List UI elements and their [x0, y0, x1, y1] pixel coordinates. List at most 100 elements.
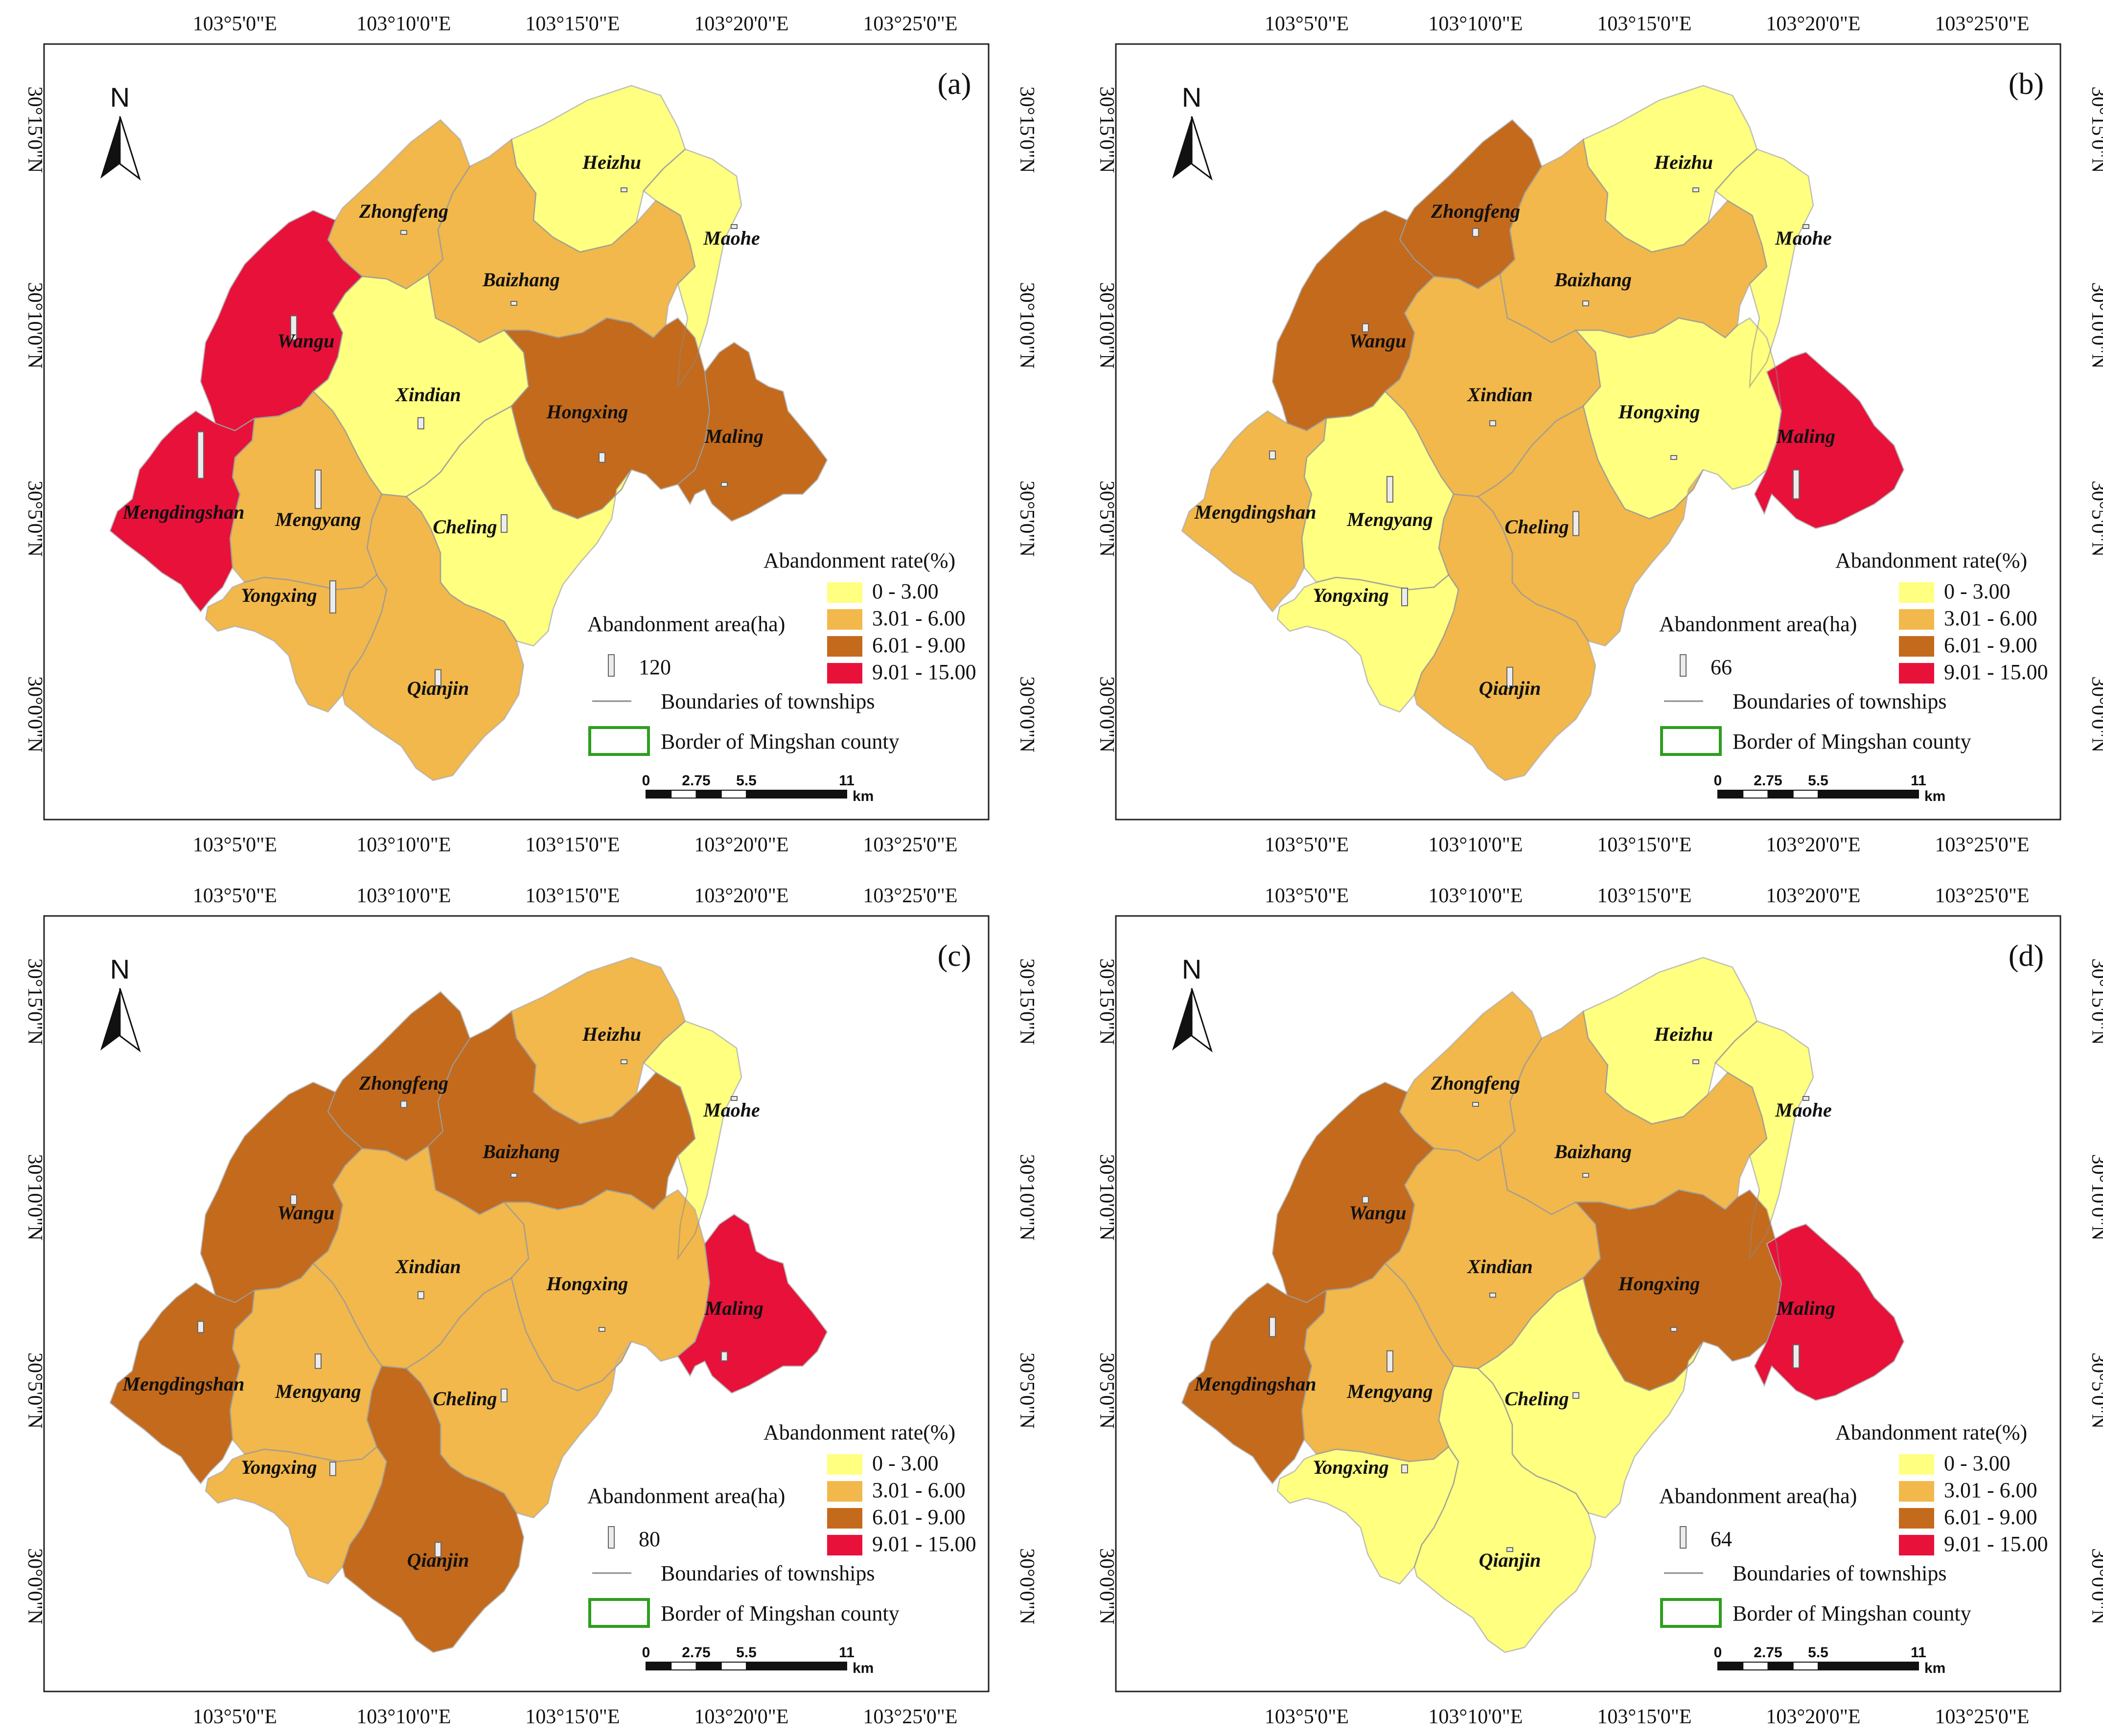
lat-tick-label-right: 30°10'0"N — [2087, 282, 2103, 369]
township-label: Heizhu — [582, 1023, 641, 1045]
scale-label: 2.75 — [682, 773, 710, 789]
lon-tick-label-top: 103°5'0"E — [193, 885, 277, 907]
legend-area-bar — [608, 654, 615, 677]
lat-tick-label-right: 30°10'0"N — [1016, 1154, 1038, 1241]
lon-tick-label-bottom: 103°20'0"E — [694, 834, 788, 856]
lat-tick-label-right: 30°0'0"N — [2087, 1548, 2103, 1624]
lat-tick-label-left: 30°0'0"N — [1095, 1548, 1118, 1624]
area-bar-maohe — [731, 1096, 738, 1101]
north-label: N — [1182, 954, 1202, 984]
lon-tick-label-bottom: 103°5'0"E — [193, 834, 277, 856]
lon-tick-label-top: 103°10'0"E — [1428, 13, 1523, 35]
lon-tick-label-bottom: 103°20'0"E — [1766, 834, 1860, 856]
township-boundary — [677, 1213, 828, 1394]
lon-tick-label-top: 103°15'0"E — [1597, 13, 1691, 35]
legend-area-value: 64 — [1710, 1527, 1732, 1551]
township-label: Baizhang — [1554, 269, 1632, 291]
legend-swatch — [827, 1454, 862, 1475]
legend-area-bar — [608, 1526, 615, 1549]
area-bar-baizhang — [1582, 300, 1589, 306]
scale-unit: km — [1924, 788, 1945, 804]
scale-bar-segment — [646, 1662, 672, 1670]
lon-tick-label-top: 103°25'0"E — [863, 13, 957, 35]
area-bar-hongxing — [1670, 1327, 1677, 1332]
lat-tick-label-right: 30°10'0"N — [1016, 282, 1038, 369]
lat-tick-label-left: 30°0'0"N — [23, 1548, 46, 1624]
lon-tick-label-bottom: 103°10'0"E — [1428, 1706, 1523, 1728]
legend-boundaries-label: Boundaries of townships — [1733, 1561, 1947, 1585]
lon-tick-label-bottom: 103°15'0"E — [1597, 1706, 1691, 1728]
area-bar-wangu — [290, 315, 297, 341]
lat-tick-label-right: 30°5'0"N — [1016, 480, 1038, 557]
area-bar-hongxing — [1670, 455, 1677, 460]
area-bar-maohe — [1803, 1096, 1809, 1101]
scale-bar-segment — [720, 1662, 747, 1670]
area-bar-baizhang — [510, 1173, 517, 1178]
panel-label: (d) — [2009, 939, 2044, 973]
lat-tick-label-left: 30°10'0"N — [1095, 282, 1118, 369]
scale-bar-segment — [670, 790, 697, 799]
scale-bar-segment — [1742, 1662, 1769, 1670]
legend-border-label: Border of Mingshan county — [1733, 730, 1971, 754]
legend-class-label: 3.01 - 6.00 — [1944, 606, 2037, 630]
area-bar-yongxing — [329, 580, 336, 614]
township-label: Maohe — [703, 1099, 760, 1121]
area-bar-maling — [721, 482, 728, 487]
lon-tick-label-top: 103°10'0"E — [356, 885, 451, 907]
scale-unit: km — [1924, 1660, 1945, 1676]
lat-tick-label-right: 30°15'0"N — [1016, 87, 1038, 173]
township-label: Cheling — [433, 516, 497, 538]
scale-label: 11 — [1911, 773, 1926, 789]
township-label: Hongxing — [546, 401, 628, 423]
scale-bar-segment — [1767, 790, 1794, 799]
legend-swatch — [1899, 1454, 1934, 1475]
township-label: Mengyang — [275, 1380, 361, 1402]
north-arrow-outline — [119, 988, 141, 1052]
legend-class-label: 0 - 3.00 — [1944, 1451, 2011, 1475]
lon-tick-label-top: 103°20'0"E — [1766, 885, 1860, 907]
scale-bar-segment — [746, 1662, 847, 1670]
lat-tick-label-left: 30°5'0"N — [23, 480, 46, 557]
township-label: Heizhu — [1654, 1023, 1713, 1045]
scale-bar-segment — [1792, 790, 1819, 799]
township-label: Mengyang — [1346, 1380, 1433, 1402]
area-bar-wangu — [1362, 1196, 1369, 1204]
township-label: Mengyang — [275, 508, 361, 530]
lon-tick-label-top: 103°15'0"E — [525, 885, 620, 907]
legend-boundaries-label: Boundaries of townships — [661, 1561, 875, 1585]
legend-swatch — [1899, 663, 1934, 684]
township-boundary — [342, 493, 525, 781]
township-boundary — [677, 342, 828, 522]
township-boundary — [342, 1365, 525, 1653]
township-label: Mengdingshan — [122, 1373, 245, 1395]
area-bar-mengyang — [315, 469, 322, 509]
legend-class-label: 6.01 - 9.00 — [872, 633, 966, 657]
lon-tick-label-bottom: 103°10'0"E — [1428, 834, 1523, 856]
lon-tick-label-bottom: 103°20'0"E — [1766, 1706, 1860, 1728]
lat-tick-label-right: 30°15'0"N — [1016, 959, 1038, 1045]
legend-class-label: 6.01 - 9.00 — [1944, 1505, 2037, 1529]
lon-tick-label-top: 103°5'0"E — [1265, 13, 1349, 35]
township-label: Wangu — [1349, 330, 1406, 352]
township-label: Wangu — [1349, 1202, 1406, 1224]
lat-tick-label-left: 30°15'0"N — [23, 87, 46, 173]
township-boundary — [205, 574, 388, 713]
township-label: Mengdingshan — [1194, 1373, 1317, 1395]
township-label: Xindian — [1466, 1256, 1532, 1278]
legend-class-label: 6.01 - 9.00 — [1944, 633, 2037, 657]
area-bar-mengyang — [315, 1353, 322, 1369]
legend-border-swatch — [1660, 1598, 1722, 1628]
area-bar-zhongfeng — [1472, 1102, 1479, 1107]
lat-tick-label-left: 30°0'0"N — [1095, 676, 1118, 753]
lat-tick-label-right: 30°10'0"N — [2087, 1154, 2103, 1241]
legend-swatch — [827, 609, 862, 630]
township-boundary — [1754, 1223, 1905, 1401]
legend-area-title: Abandonment area(ha) — [587, 612, 785, 636]
legend-class-label: 3.01 - 6.00 — [872, 606, 966, 630]
legend-rate-title: Abandonment rate(%) — [1835, 548, 2027, 572]
scale-label: 11 — [839, 1645, 855, 1661]
legend-class-label: 9.01 - 15.00 — [1944, 1532, 2048, 1556]
panel-label: (a) — [938, 68, 971, 101]
township-label: Zhongfeng — [359, 200, 448, 222]
scale-label: 0 — [1714, 1645, 1722, 1661]
